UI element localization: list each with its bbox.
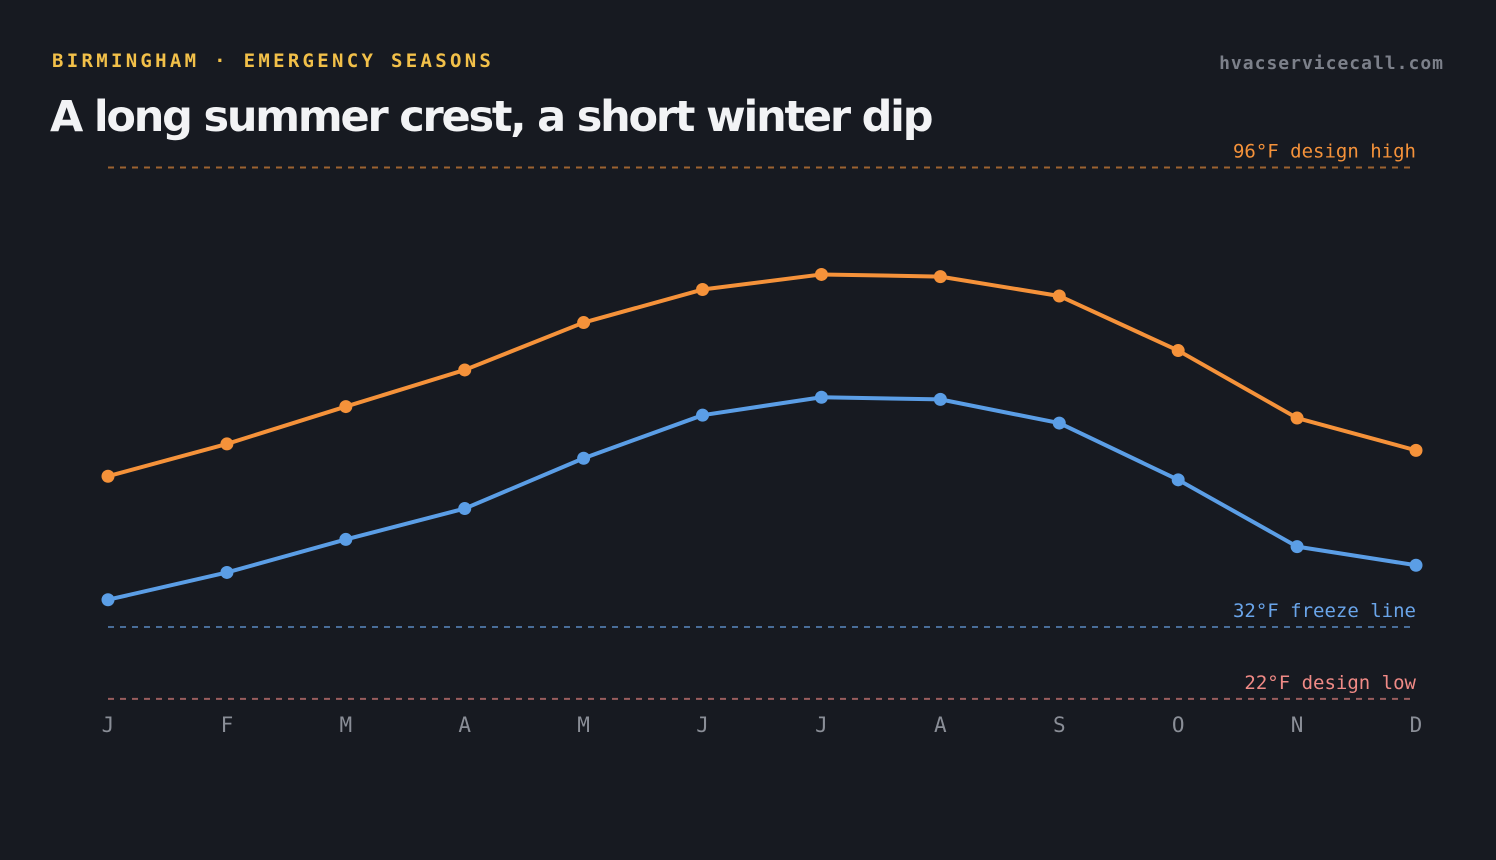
- series-lines: [101, 267, 1423, 607]
- high-point-1: [101, 469, 115, 483]
- x-tick-label-1: J: [102, 713, 115, 737]
- x-tick-label-3: M: [339, 713, 352, 737]
- x-tick-label-11: N: [1291, 713, 1304, 737]
- high-point-10: [1171, 344, 1185, 358]
- x-tick-label-4: A: [458, 713, 471, 737]
- high-point-2: [220, 437, 234, 451]
- high-point-9: [1052, 289, 1066, 303]
- low-point-9: [1052, 416, 1066, 430]
- high-point-7: [814, 267, 828, 281]
- high-series-line: [106, 272, 1418, 479]
- x-tick-label-9: S: [1053, 713, 1066, 737]
- x-tick-label-6: J: [696, 713, 709, 737]
- site-url: hvacservicecall.com: [1219, 53, 1444, 74]
- x-tick-label-10: O: [1172, 713, 1185, 737]
- low-point-3: [339, 532, 353, 546]
- high-point-8: [933, 270, 947, 284]
- low-point-4: [458, 502, 472, 516]
- low-series-line: [106, 395, 1418, 602]
- low-point-7: [814, 390, 828, 404]
- design_high-label: 96°F design high: [1233, 140, 1416, 162]
- high-point-5: [577, 316, 591, 330]
- high-point-11: [1290, 411, 1304, 425]
- eyebrow-label: BIRMINGHAM · EMERGENCY SEASONS: [52, 50, 495, 72]
- x-tick-label-12: D: [1410, 713, 1423, 737]
- chart-title: A long summer crest, a short winter dip: [50, 92, 934, 142]
- low-point-5: [577, 451, 591, 465]
- low-point-11: [1290, 540, 1304, 554]
- low-point-6: [696, 408, 710, 422]
- x-tick-label-2: F: [221, 713, 234, 737]
- x-tick-label-7: J: [815, 713, 828, 737]
- high-point-4: [458, 363, 472, 377]
- low-point-2: [220, 565, 234, 579]
- design_low-label: 22°F design low: [1244, 672, 1416, 694]
- high-point-6: [696, 283, 710, 297]
- reference-lines: 96°F design high 32°F freeze line 22°F des…: [108, 140, 1417, 700]
- x-tick-label-8: A: [934, 713, 947, 737]
- high-point-12: [1409, 443, 1423, 457]
- low-point-8: [933, 392, 947, 406]
- freeze_line-label: 32°F freeze line: [1233, 600, 1416, 622]
- low-point-10: [1171, 473, 1185, 487]
- low-point-1: [101, 593, 115, 607]
- low-point-12: [1409, 558, 1423, 572]
- x-tick-label-5: M: [577, 713, 590, 737]
- high-point-3: [339, 400, 353, 414]
